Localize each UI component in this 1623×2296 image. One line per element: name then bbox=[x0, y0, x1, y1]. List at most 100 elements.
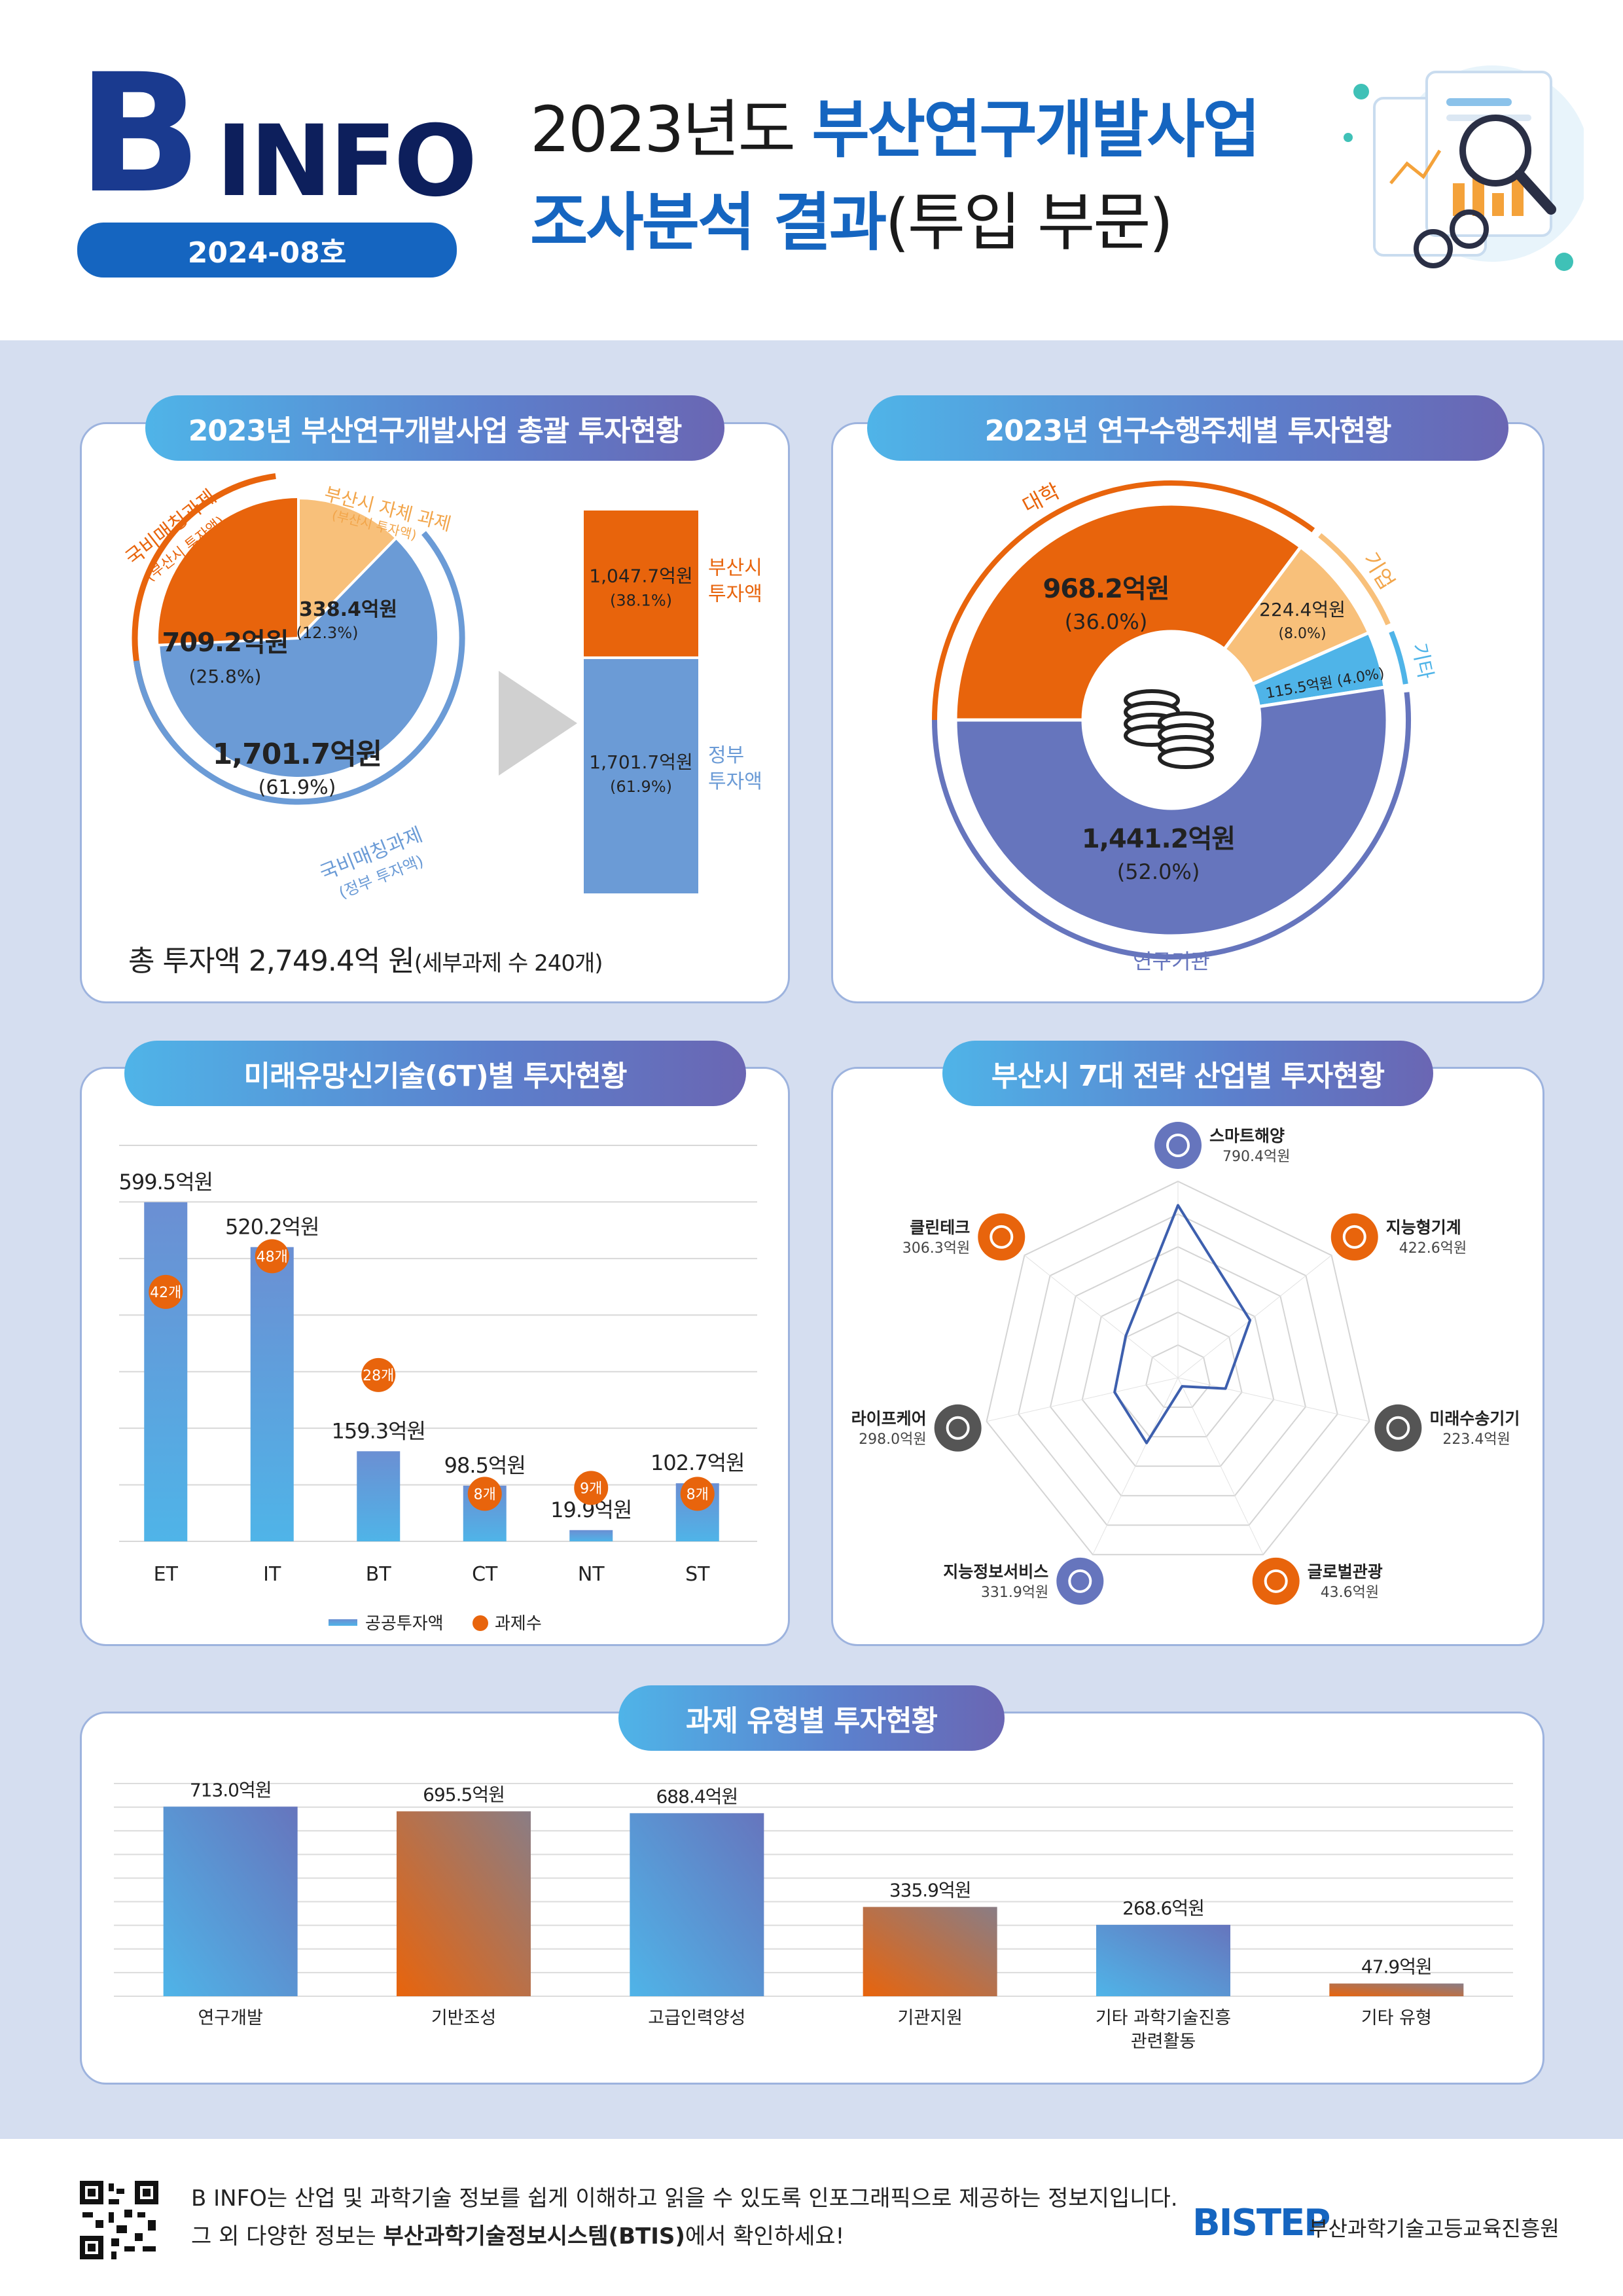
radar-grid bbox=[1049, 1246, 1307, 1497]
x-tick-task-type-3: 기관지원 bbox=[897, 2008, 962, 2028]
x-tick-ct: CT bbox=[472, 1563, 498, 1586]
slice-label-national-gov: 1,701.7억원 bbox=[213, 738, 382, 771]
bar-task-type-3 bbox=[863, 1907, 997, 1996]
panel1-title: 2023년 부산연구개발사업 총괄 투자현황 bbox=[145, 395, 724, 461]
airplane-icon bbox=[1252, 1557, 1300, 1605]
radar-grid bbox=[1081, 1278, 1275, 1467]
count-label-st: 8개 bbox=[687, 1486, 709, 1503]
stack-bar-city bbox=[584, 511, 698, 656]
qr-code-icon[interactable] bbox=[77, 2178, 161, 2262]
radar-spoke bbox=[986, 1377, 1179, 1422]
count-dot-ct bbox=[467, 1477, 502, 1511]
stack-value-gov: 1,701.7억원 bbox=[589, 751, 692, 773]
pie-slice-national-gov bbox=[157, 536, 440, 780]
x-tick-it: IT bbox=[263, 1563, 281, 1586]
radar-spoke bbox=[1177, 1377, 1264, 1555]
radar-label-5: 라이프케어 bbox=[851, 1409, 927, 1428]
page-title-line1: 2023년도 부산연구개발사업 bbox=[530, 93, 1260, 166]
robot-arm-icon bbox=[1330, 1213, 1378, 1261]
stack-name-gov-1: 정부 bbox=[708, 744, 744, 767]
panel5-title: 과제 유형별 투자현황 bbox=[618, 1685, 1005, 1751]
label-institute-value: 1,441.2억원 bbox=[1082, 824, 1235, 854]
arc-caption-company: 기업 bbox=[1358, 548, 1399, 594]
label-university-pct: (36.0%) bbox=[1065, 609, 1148, 634]
bar-task-type-1 bbox=[397, 1811, 531, 1996]
radar-label-3: 글로벌관광 bbox=[1308, 1562, 1383, 1581]
x-tick-nt: NT bbox=[578, 1563, 605, 1586]
count-dot-it bbox=[255, 1239, 289, 1274]
x-tick-task-type-1: 기반조성 bbox=[431, 2008, 496, 2028]
care-hand-icon bbox=[934, 1404, 982, 1452]
radar-value-4: 331.9억원 bbox=[981, 1585, 1048, 1601]
ring-slice-institute bbox=[954, 685, 1389, 938]
radar-spoke bbox=[1024, 1255, 1179, 1378]
bar-value-bt: 159.3억원 bbox=[332, 1418, 426, 1443]
care-hand-icon-glyph bbox=[946, 1416, 970, 1440]
chart-6t-investment: 599.5억원 ET 42개 520.2억원 IT 48개 159.3억원 BT 28개 98.5… bbox=[119, 1145, 757, 1634]
panel-6t-investment bbox=[80, 1067, 790, 1646]
legend-dot-label: 과제수 bbox=[495, 1614, 542, 1634]
radar-value-3: 43.6억원 bbox=[1321, 1585, 1379, 1601]
bar-value-et: 599.5억원 bbox=[119, 1170, 213, 1194]
pie-slice-city-own bbox=[297, 496, 399, 641]
windmill-icon-glyph bbox=[990, 1225, 1014, 1249]
x-tick-task-type-4: 기타 과학기술진흥 bbox=[1096, 2008, 1231, 2028]
bar-value-task-type-1: 695.5억원 bbox=[423, 1784, 505, 1805]
legend-dot-swatch bbox=[473, 1615, 488, 1631]
btis-link[interactable]: 부산과학기술정보시스템(BTIS) bbox=[383, 2223, 685, 2250]
radar-value-5: 298.0억원 bbox=[859, 1431, 926, 1448]
radar-grid bbox=[1018, 1213, 1338, 1526]
count-label-et: 42개 bbox=[150, 1285, 181, 1301]
footer: B INFO는 산업 및 과학기술 정보를 쉽게 이해하고 읽을 수 있도록 인… bbox=[0, 2139, 1623, 2296]
ship-icon bbox=[1154, 1122, 1202, 1169]
radar-grid bbox=[986, 1180, 1370, 1556]
total-investment-value: 총 투자액 2,749.4억 원 bbox=[128, 944, 415, 978]
page-title-line2: 조사분석 결과(투입 부문) bbox=[530, 186, 1173, 259]
label-university-value: 968.2억원 bbox=[1043, 574, 1169, 604]
radar-label-0: 스마트해양 bbox=[1209, 1126, 1285, 1145]
x-tick-task-type-5: 기타 유형 bbox=[1361, 2008, 1432, 2028]
airplane-icon-glyph bbox=[1264, 1569, 1288, 1593]
org-name: 부산과학기술고등교육진흥원 bbox=[1309, 2216, 1560, 2241]
bar-et bbox=[144, 1202, 188, 1541]
slice-pct-national-city: (25.8%) bbox=[189, 666, 262, 687]
radar-label-4: 지능정보서비스 bbox=[943, 1562, 1048, 1581]
count-dot-bt bbox=[361, 1357, 396, 1392]
outer-arc-company bbox=[1318, 533, 1391, 626]
label-company-pct: (8.0%) bbox=[1278, 626, 1326, 642]
outer-arc-university bbox=[932, 480, 1315, 721]
bar-value-ct: 98.5억원 bbox=[444, 1453, 526, 1478]
total-investment-sub: (세부과제 수 240개) bbox=[414, 950, 603, 977]
bar-task-type-0 bbox=[163, 1806, 298, 1996]
radar-value-6: 306.3억원 bbox=[902, 1240, 970, 1257]
bar-it bbox=[250, 1247, 294, 1541]
radar-value-0: 790.4억원 bbox=[1222, 1149, 1290, 1165]
label-company-value: 224.4억원 bbox=[1259, 599, 1346, 620]
label-institute-pct: (52.0%) bbox=[1117, 859, 1200, 884]
bar-task-type-2 bbox=[630, 1813, 764, 1996]
bar-value-it: 520.2억원 bbox=[225, 1214, 319, 1239]
radar-value-2: 223.4억원 bbox=[1442, 1431, 1510, 1448]
arrow-icon bbox=[499, 671, 577, 776]
ring-slice-university bbox=[954, 502, 1304, 722]
radar-grid bbox=[1145, 1344, 1211, 1408]
bar-bt bbox=[357, 1451, 401, 1541]
x-tick-task-type-0: 연구개발 bbox=[198, 2008, 262, 2028]
slice-label-city-own: 338.4억원 bbox=[299, 598, 397, 621]
stack-name-gov-2: 투자액 bbox=[708, 770, 762, 793]
slice-pct-city-own: (12.3%) bbox=[296, 624, 359, 642]
x-tick-bt: BT bbox=[366, 1563, 392, 1586]
count-dot-nt bbox=[574, 1471, 609, 1505]
radar-label-6: 클린테크 bbox=[910, 1218, 970, 1237]
brain-icon-glyph bbox=[1068, 1569, 1092, 1593]
radar-spoke bbox=[1177, 1255, 1332, 1378]
header: B INFO 2024-08호 2023년도 부산연구개발사업 조사분석 결과(… bbox=[0, 0, 1623, 340]
drone-icon-glyph bbox=[1386, 1416, 1410, 1440]
arc-caption-other: 기타 bbox=[1407, 641, 1437, 681]
outer-arc-other bbox=[1389, 630, 1408, 685]
bar-nt bbox=[569, 1530, 613, 1541]
slice-label-national-city: 709.2억원 bbox=[162, 628, 288, 658]
stack-value-city: 1,047.7억원 bbox=[589, 565, 692, 586]
x-tick-et: ET bbox=[154, 1563, 179, 1586]
